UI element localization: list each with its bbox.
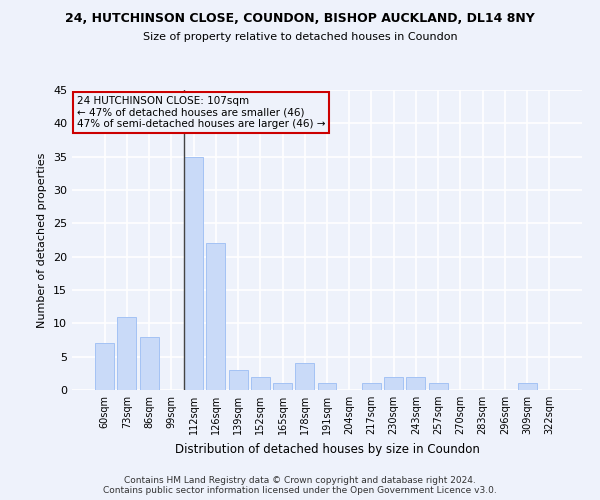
Bar bbox=[118, 316, 136, 390]
Bar bbox=[229, 370, 248, 390]
Bar bbox=[406, 376, 425, 390]
Text: Contains HM Land Registry data © Crown copyright and database right 2024.
Contai: Contains HM Land Registry data © Crown c… bbox=[103, 476, 497, 495]
Bar bbox=[184, 156, 203, 390]
Bar bbox=[95, 344, 114, 390]
Text: 24 HUTCHINSON CLOSE: 107sqm
← 47% of detached houses are smaller (46)
47% of sem: 24 HUTCHINSON CLOSE: 107sqm ← 47% of det… bbox=[77, 96, 326, 129]
Text: 24, HUTCHINSON CLOSE, COUNDON, BISHOP AUCKLAND, DL14 8NY: 24, HUTCHINSON CLOSE, COUNDON, BISHOP AU… bbox=[65, 12, 535, 26]
Text: Size of property relative to detached houses in Coundon: Size of property relative to detached ho… bbox=[143, 32, 457, 42]
Bar bbox=[295, 364, 314, 390]
X-axis label: Distribution of detached houses by size in Coundon: Distribution of detached houses by size … bbox=[175, 442, 479, 456]
Bar bbox=[273, 384, 292, 390]
Bar bbox=[206, 244, 225, 390]
Bar bbox=[140, 336, 158, 390]
Bar bbox=[251, 376, 270, 390]
Bar bbox=[317, 384, 337, 390]
Bar bbox=[384, 376, 403, 390]
Bar bbox=[429, 384, 448, 390]
Bar bbox=[362, 384, 381, 390]
Bar bbox=[518, 384, 536, 390]
Y-axis label: Number of detached properties: Number of detached properties bbox=[37, 152, 47, 328]
